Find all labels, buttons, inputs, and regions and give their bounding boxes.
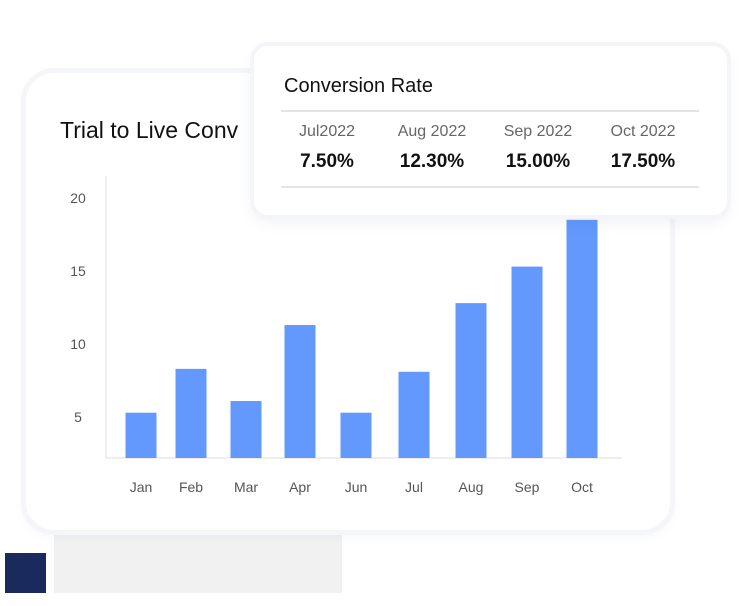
popup-title: Conversion Rate [284, 75, 433, 97]
bar-aug [455, 303, 487, 458]
conversion-rate-popup: Conversion Rate Jul2022 7.50% Aug 2022 12.… [254, 46, 727, 215]
x-tick-label: Apr [289, 479, 311, 495]
y-tick-label: 20 [70, 190, 86, 206]
rate-value: 12.30% [399, 151, 465, 172]
x-tick-label: Mar [234, 479, 258, 495]
rate-value: 7.50% [300, 151, 354, 172]
rate-column: Oct 2022 17.50% [588, 123, 698, 173]
rate-value: 17.50% [610, 151, 676, 172]
rate-month: Aug 2022 [397, 123, 467, 140]
y-tick-label: 15 [70, 263, 86, 279]
bar-oct [566, 219, 598, 458]
chart-title: Trial to Live Conv [60, 117, 239, 143]
rate-value: 15.00% [505, 151, 571, 172]
bar-jan [125, 412, 157, 458]
bar-sep [511, 266, 543, 458]
x-tick-label: Oct [571, 479, 593, 495]
bar-mar [230, 401, 262, 458]
bar-jul [398, 371, 430, 458]
background-gray-block [54, 520, 342, 593]
x-tick-label: Sep [515, 479, 540, 495]
bar-apr [284, 325, 316, 458]
rate-column: Sep 2022 15.00% [483, 123, 593, 173]
x-tick-label: Jul [405, 479, 423, 495]
y-tick-label: 5 [74, 409, 82, 425]
divider [281, 110, 699, 112]
bar-feb [175, 368, 207, 458]
rate-month: Sep 2022 [503, 123, 573, 140]
x-tick-label: Feb [179, 479, 203, 495]
y-tick-label: 10 [70, 336, 86, 352]
bar-jun [340, 412, 372, 458]
rate-column: Jul2022 7.50% [272, 123, 382, 173]
x-tick-label: Jun [345, 479, 368, 495]
x-tick-label: Aug [459, 479, 484, 495]
rate-column: Aug 2022 12.30% [377, 123, 487, 173]
rate-month: Jul2022 [298, 123, 356, 140]
x-tick-label: Jan [130, 479, 153, 495]
divider [281, 186, 699, 188]
rate-month: Oct 2022 [610, 123, 676, 140]
navy-square-decoration [5, 553, 46, 593]
